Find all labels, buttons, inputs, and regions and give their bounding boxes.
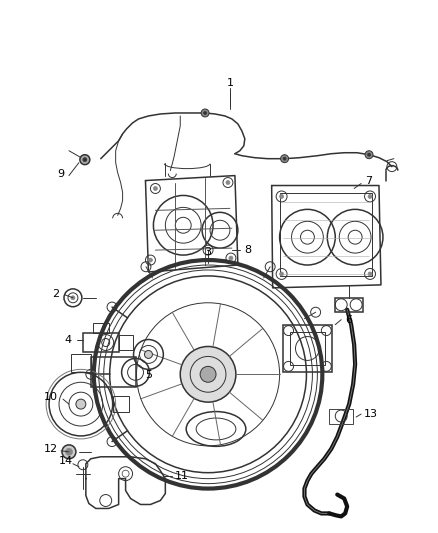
Circle shape <box>279 272 283 276</box>
Circle shape <box>71 296 75 300</box>
Circle shape <box>368 195 372 198</box>
Text: 8: 8 <box>244 245 251 255</box>
Circle shape <box>80 155 90 165</box>
Bar <box>119 335 133 351</box>
Bar <box>335 298 363 312</box>
Circle shape <box>148 258 152 262</box>
Circle shape <box>367 153 371 156</box>
Circle shape <box>204 111 207 115</box>
Text: 5: 5 <box>145 370 152 381</box>
Circle shape <box>279 195 283 198</box>
Text: 2: 2 <box>53 289 60 299</box>
Circle shape <box>226 181 230 184</box>
Bar <box>290 332 325 365</box>
Text: 14: 14 <box>59 456 73 466</box>
Circle shape <box>83 158 87 161</box>
Bar <box>71 354 91 373</box>
Circle shape <box>180 346 236 402</box>
Circle shape <box>365 151 373 159</box>
Text: 13: 13 <box>364 409 378 419</box>
Circle shape <box>145 351 152 358</box>
Text: 12: 12 <box>44 444 58 454</box>
Circle shape <box>201 109 209 117</box>
Circle shape <box>62 445 76 459</box>
Circle shape <box>229 256 233 260</box>
Circle shape <box>283 157 286 160</box>
Bar <box>329 409 353 424</box>
Circle shape <box>65 448 72 455</box>
Text: 9: 9 <box>57 168 64 179</box>
Circle shape <box>200 366 216 382</box>
Text: 7: 7 <box>365 175 373 185</box>
Text: 6: 6 <box>346 314 353 325</box>
Bar <box>113 396 129 412</box>
Circle shape <box>153 187 157 190</box>
Text: 3: 3 <box>205 247 212 257</box>
Circle shape <box>281 155 289 163</box>
Text: 10: 10 <box>44 392 58 402</box>
Text: 4: 4 <box>64 335 71 344</box>
Bar <box>283 325 332 373</box>
Text: 11: 11 <box>175 471 189 481</box>
Circle shape <box>368 272 372 276</box>
Text: 1: 1 <box>226 78 233 88</box>
Bar <box>91 358 135 387</box>
Circle shape <box>76 399 86 409</box>
Bar <box>279 193 372 276</box>
Bar <box>93 322 109 333</box>
Bar <box>83 333 119 352</box>
